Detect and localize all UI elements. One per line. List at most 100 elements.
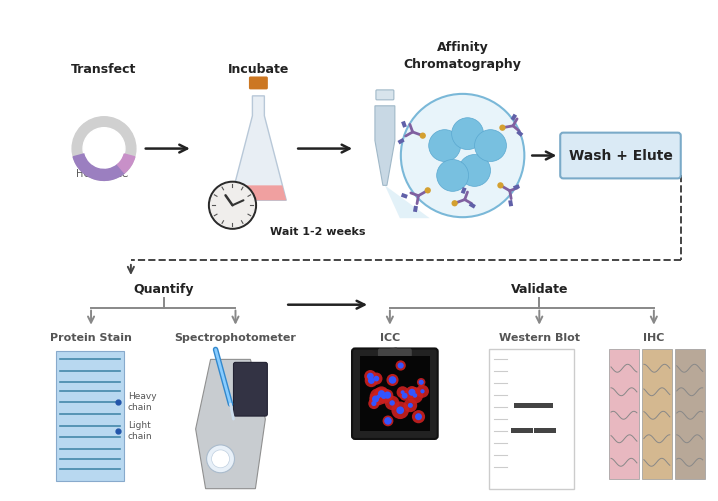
Circle shape (475, 130, 506, 161)
Bar (461, 187, 467, 194)
Text: Light
chain: Light chain (128, 421, 152, 441)
Circle shape (412, 410, 425, 423)
Bar (413, 205, 418, 212)
Circle shape (452, 118, 483, 150)
FancyBboxPatch shape (56, 351, 124, 481)
Circle shape (388, 376, 396, 384)
Circle shape (415, 413, 422, 420)
Text: ICC: ICC (380, 333, 400, 343)
Circle shape (398, 362, 404, 369)
Circle shape (424, 187, 431, 193)
FancyBboxPatch shape (233, 362, 267, 416)
Circle shape (369, 393, 382, 405)
Circle shape (419, 132, 426, 139)
Circle shape (384, 417, 392, 425)
Circle shape (207, 445, 235, 473)
FancyBboxPatch shape (534, 428, 556, 433)
Circle shape (365, 374, 378, 387)
Circle shape (367, 373, 374, 380)
FancyBboxPatch shape (609, 350, 639, 479)
Circle shape (209, 181, 256, 229)
Circle shape (381, 393, 387, 399)
Circle shape (404, 398, 417, 412)
Text: Wait 1-2 weeks: Wait 1-2 weeks (271, 227, 366, 237)
FancyBboxPatch shape (376, 90, 394, 100)
Bar (469, 202, 476, 208)
Polygon shape (375, 106, 395, 185)
Circle shape (370, 388, 387, 405)
Circle shape (420, 389, 424, 393)
Circle shape (382, 389, 393, 401)
FancyBboxPatch shape (490, 350, 574, 488)
FancyBboxPatch shape (249, 77, 268, 89)
Text: Incubate: Incubate (228, 63, 289, 76)
Text: Wash + Elute: Wash + Elute (569, 148, 673, 162)
Circle shape (368, 377, 375, 384)
Circle shape (396, 386, 409, 398)
FancyBboxPatch shape (352, 349, 438, 439)
Circle shape (371, 401, 376, 406)
FancyBboxPatch shape (560, 133, 681, 178)
FancyBboxPatch shape (531, 403, 554, 408)
Circle shape (396, 406, 404, 414)
Polygon shape (230, 96, 286, 200)
Bar (360, 356, 430, 431)
Circle shape (372, 395, 379, 403)
Text: Transfect: Transfect (71, 63, 136, 76)
Circle shape (374, 386, 389, 401)
Circle shape (401, 390, 405, 394)
Polygon shape (385, 185, 430, 218)
Circle shape (499, 125, 505, 131)
Circle shape (83, 128, 125, 169)
Polygon shape (195, 359, 266, 488)
FancyBboxPatch shape (675, 350, 704, 479)
Circle shape (416, 385, 429, 398)
Circle shape (364, 370, 376, 382)
Text: Spectrophotometer: Spectrophotometer (174, 333, 297, 343)
Circle shape (408, 403, 413, 408)
Circle shape (383, 415, 393, 426)
Text: IHC: IHC (643, 333, 665, 343)
Circle shape (370, 373, 383, 385)
Circle shape (385, 396, 399, 410)
Bar (510, 114, 517, 121)
Bar (401, 121, 407, 128)
Circle shape (437, 159, 469, 191)
Circle shape (452, 200, 458, 206)
Bar (516, 130, 523, 137)
Circle shape (384, 391, 391, 399)
Circle shape (429, 130, 461, 161)
Bar (401, 193, 408, 199)
Text: LC: LC (116, 169, 128, 179)
Circle shape (413, 393, 417, 398)
Bar (513, 184, 520, 190)
Circle shape (212, 450, 230, 468)
Text: Quantify: Quantify (134, 283, 194, 296)
Circle shape (391, 401, 409, 419)
Circle shape (406, 386, 419, 399)
Circle shape (368, 398, 380, 409)
Bar (398, 138, 405, 144)
Wedge shape (73, 154, 124, 180)
Text: Affinity
Chromatography: Affinity Chromatography (404, 41, 521, 71)
Circle shape (373, 376, 379, 381)
Circle shape (401, 393, 408, 399)
Circle shape (419, 380, 424, 385)
Circle shape (72, 117, 136, 180)
Bar (508, 200, 513, 206)
Circle shape (417, 378, 426, 386)
FancyBboxPatch shape (378, 349, 412, 357)
Text: Validate: Validate (510, 283, 568, 296)
Text: Western Blot: Western Blot (499, 333, 580, 343)
Circle shape (498, 182, 503, 188)
FancyBboxPatch shape (514, 403, 536, 408)
Circle shape (459, 154, 490, 186)
Text: Heavy
chain: Heavy chain (128, 392, 157, 412)
Circle shape (407, 387, 423, 404)
Polygon shape (230, 185, 286, 200)
Text: HC: HC (76, 169, 90, 179)
Text: Protein Stain: Protein Stain (50, 333, 132, 343)
Circle shape (378, 390, 385, 397)
Circle shape (400, 391, 410, 401)
Circle shape (389, 400, 395, 406)
